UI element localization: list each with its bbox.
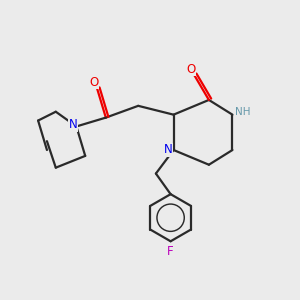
Text: F: F xyxy=(167,245,174,258)
Text: O: O xyxy=(187,62,196,76)
Text: O: O xyxy=(89,76,99,89)
Text: N: N xyxy=(164,143,172,157)
Text: N: N xyxy=(69,118,78,131)
Text: NH: NH xyxy=(235,107,250,117)
